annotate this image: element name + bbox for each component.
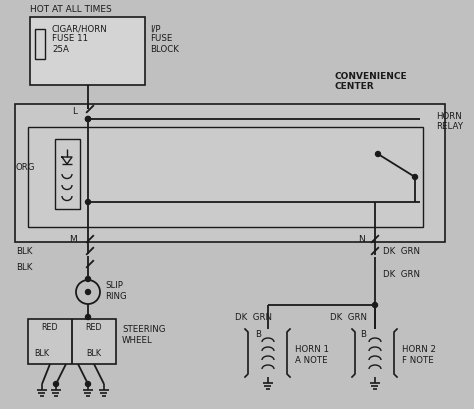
Text: CIGAR/HORN
FUSE 11
25A: CIGAR/HORN FUSE 11 25A [52,24,108,54]
Text: HORN
RELAY: HORN RELAY [436,112,463,131]
Bar [35,30,45,60]
Text: DK  GRN: DK GRN [383,270,420,279]
Text: HORN 1
A NOTE: HORN 1 A NOTE [295,344,329,364]
Text: I/P
FUSE
BLOCK: I/P FUSE BLOCK [150,24,179,54]
Text: M: M [69,234,77,243]
Circle shape [373,303,377,308]
Text: N: N [358,234,365,243]
Text: B: B [255,329,261,338]
Circle shape [85,117,91,122]
Text: L: L [72,107,77,116]
Circle shape [85,382,91,387]
Text: BLK: BLK [86,348,101,357]
Circle shape [54,382,58,387]
Circle shape [85,277,91,282]
Text: BLK: BLK [16,263,32,272]
Text: HOT AT ALL TIMES: HOT AT ALL TIMES [30,5,112,14]
Bar [30,18,145,86]
Circle shape [412,175,418,180]
Text: RED: RED [42,322,58,331]
Text: RED: RED [86,322,102,331]
Bar [28,128,423,227]
Text: HORN 2
F NOTE: HORN 2 F NOTE [402,344,436,364]
Circle shape [85,290,91,295]
Text: STEERING
WHEEL: STEERING WHEEL [122,324,165,344]
Text: CONVENIENCE
CENTER: CONVENIENCE CENTER [335,72,408,91]
Text: DK  GRN: DK GRN [330,313,367,322]
Text: B: B [360,329,366,338]
Bar [15,105,445,243]
Text: BLK: BLK [35,348,49,357]
Text: SLIP
RING: SLIP RING [105,281,127,300]
Circle shape [375,152,381,157]
Circle shape [85,315,91,320]
Text: DK  GRN: DK GRN [383,247,420,256]
Circle shape [85,200,91,205]
Text: DK  GRN: DK GRN [235,313,272,322]
Text: ORG: ORG [16,163,36,172]
Bar [28,319,116,364]
Text: BLK: BLK [16,247,32,256]
Circle shape [85,117,91,122]
Bar [55,139,80,209]
